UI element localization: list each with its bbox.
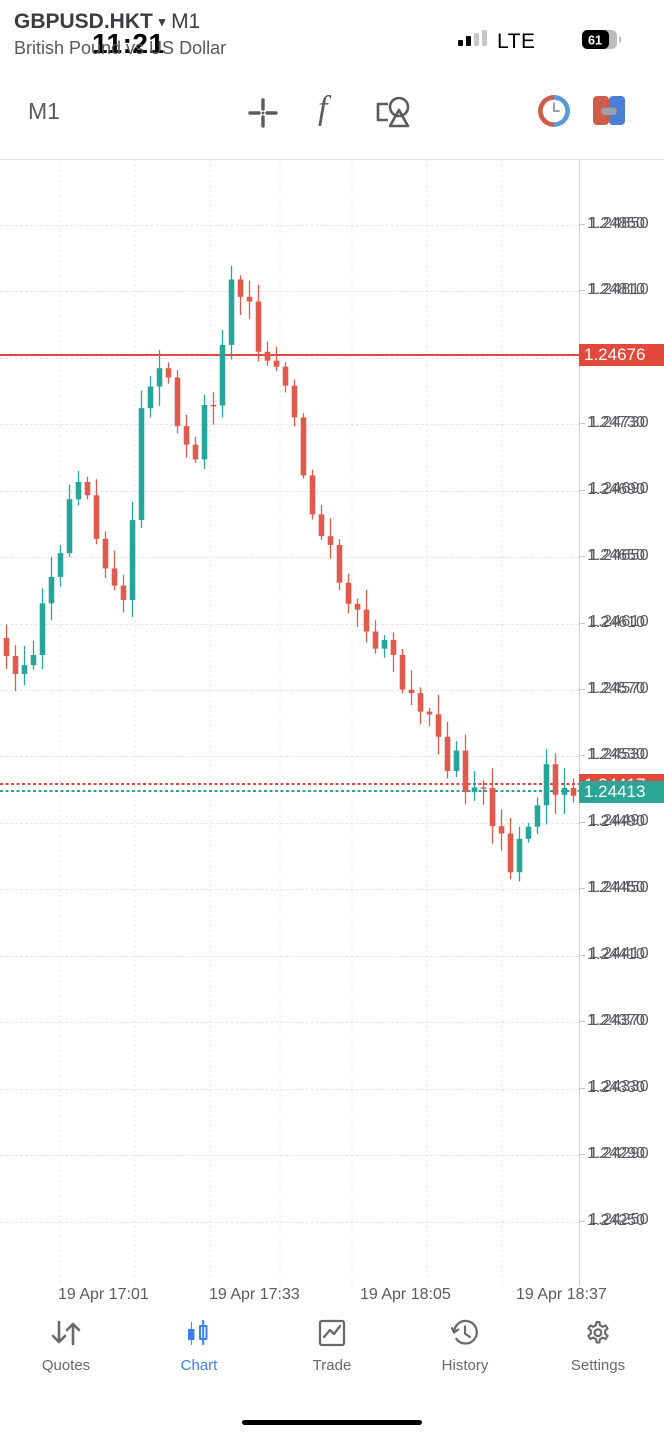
svg-text:61: 61 xyxy=(588,34,602,48)
